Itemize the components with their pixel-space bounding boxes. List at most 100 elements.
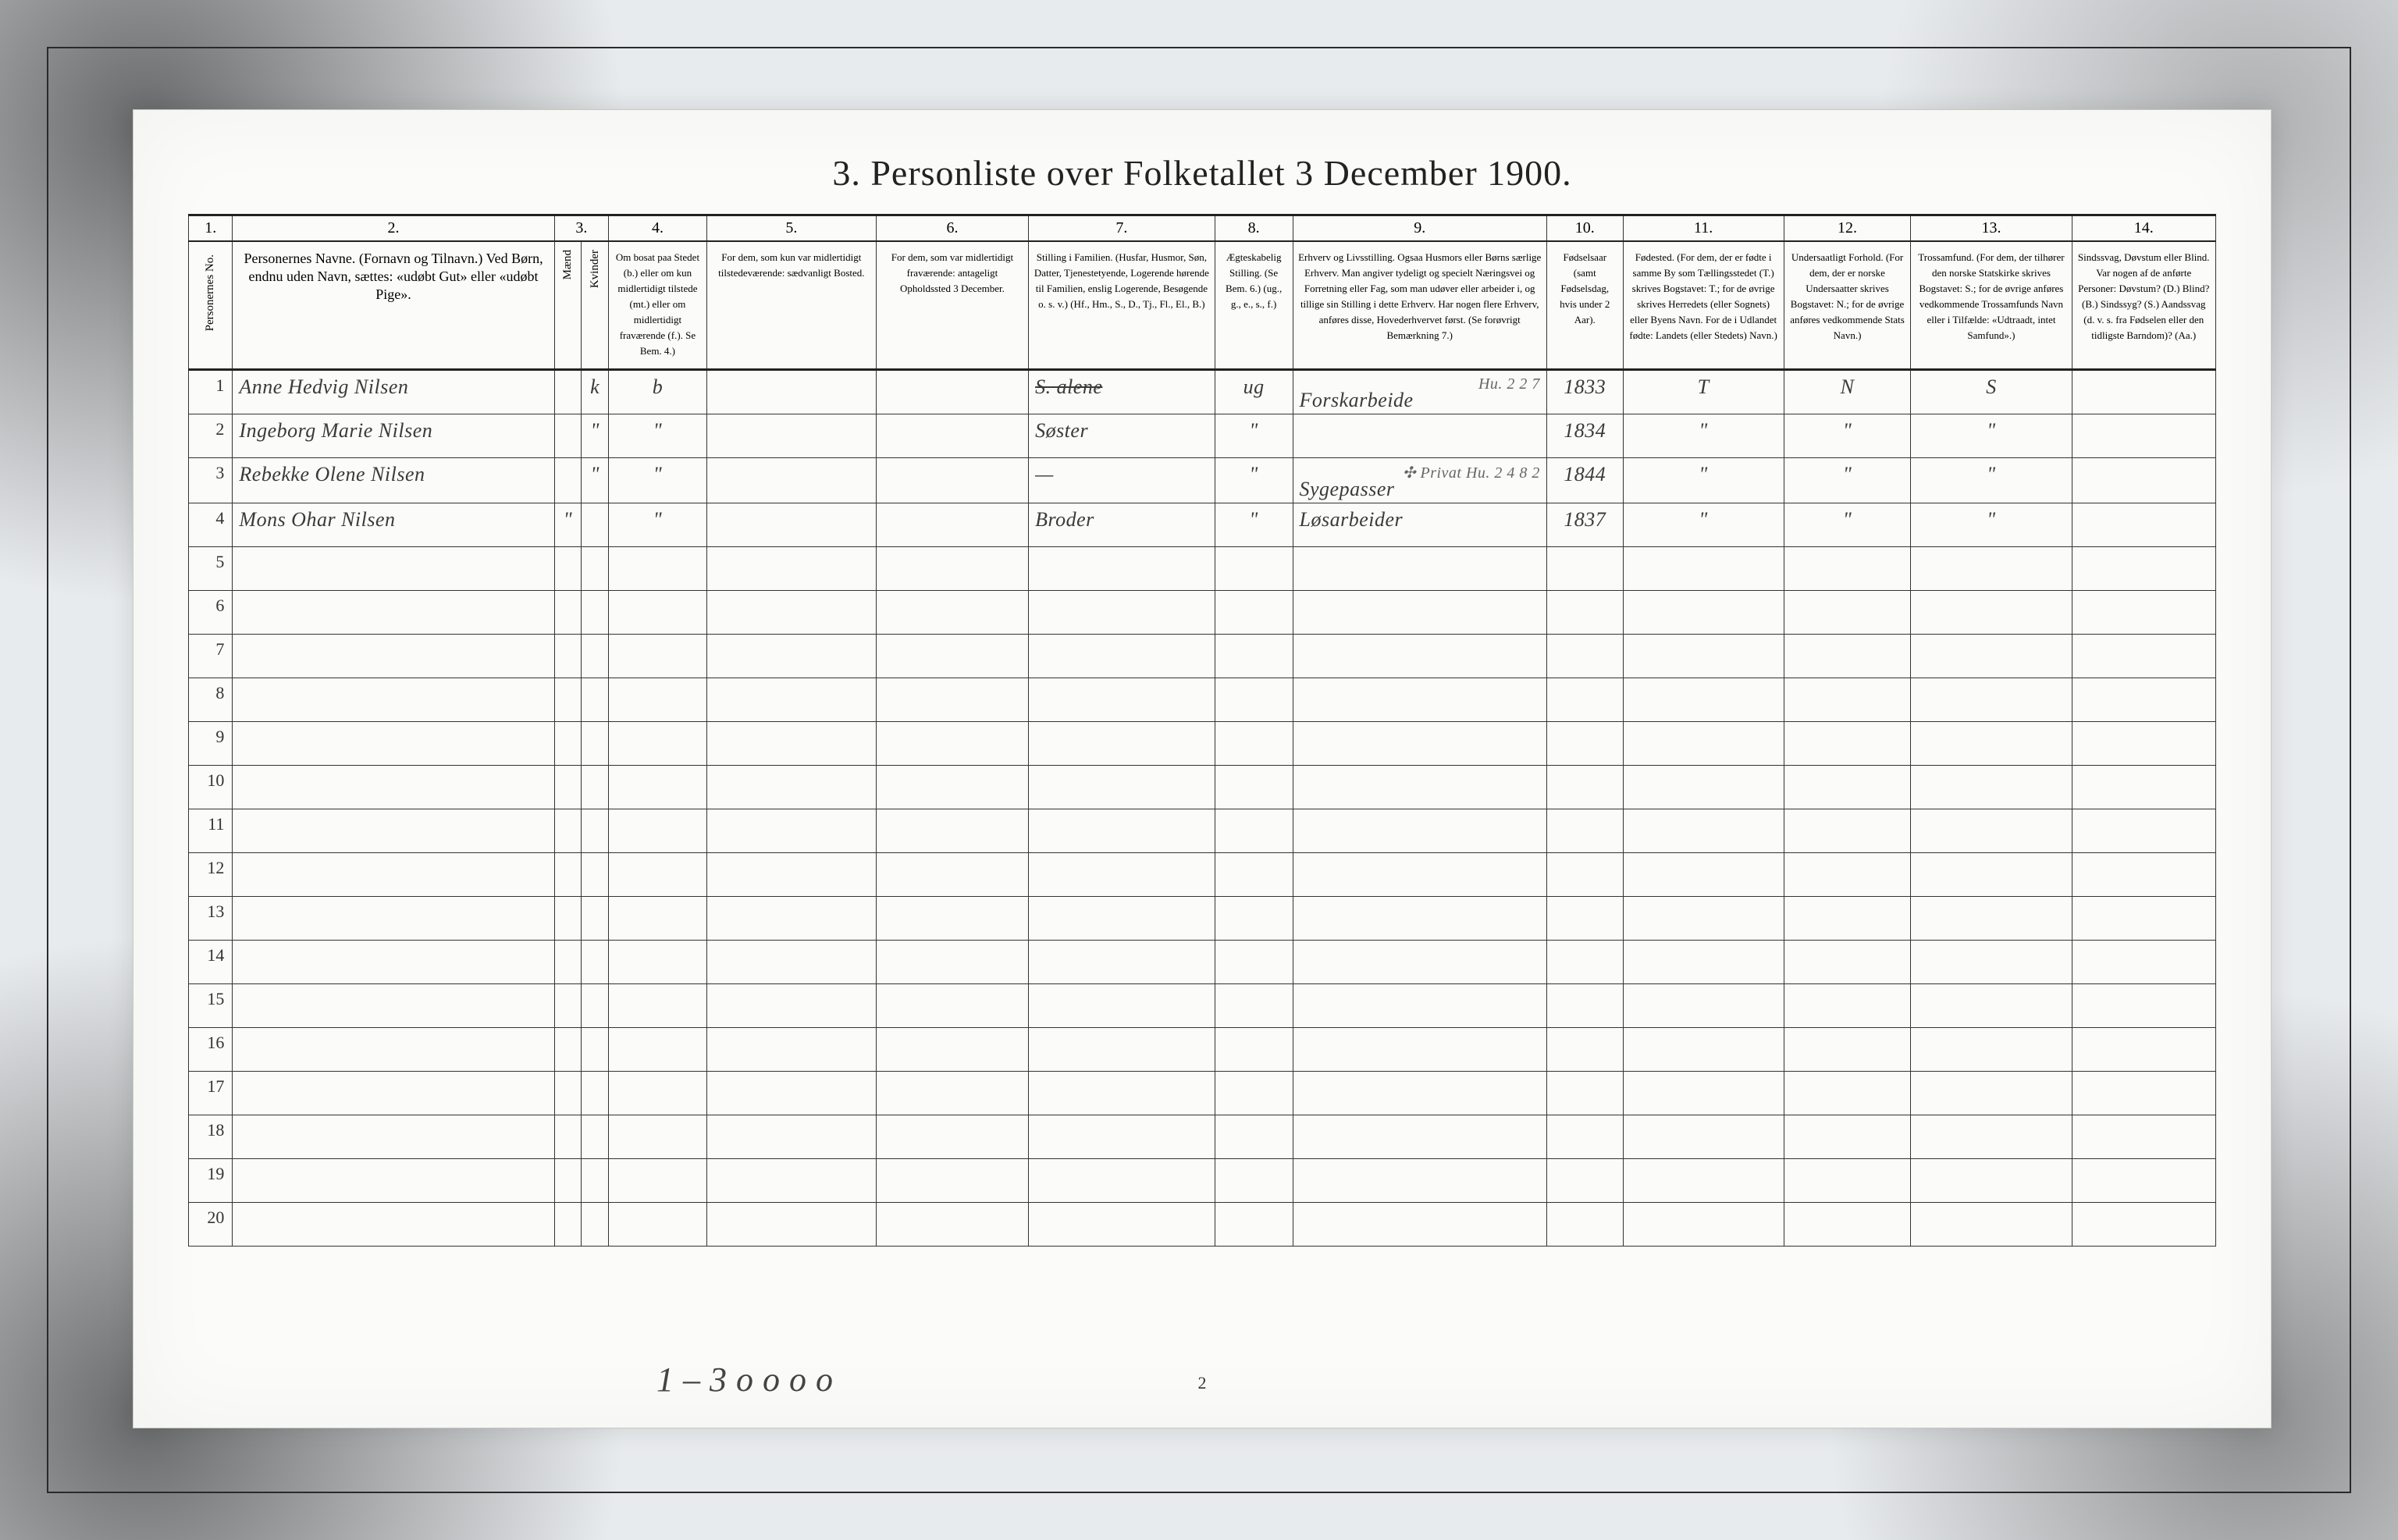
table-row-empty: 20 [189,1203,2216,1247]
cell-empty [706,678,876,722]
cell-sex-m [554,370,582,414]
cell-sex-k: " [582,414,609,458]
cell-empty [1215,1115,1293,1159]
cell-empty [2072,547,2216,591]
cell-no: 15 [189,984,233,1028]
cell-empty [582,547,609,591]
cell-empty [1215,1028,1293,1072]
cell-c6 [876,458,1028,503]
cell-c14 [2072,370,2216,414]
table-row-empty: 19 [189,1159,2216,1203]
cell-empty [609,897,707,941]
cell-birthplace: T [1623,370,1784,414]
cell-empty [876,853,1028,897]
cell-empty [1623,897,1784,941]
table-row-empty: 18 [189,1115,2216,1159]
cell-empty [1784,853,1911,897]
cell-empty [876,547,1028,591]
cell-faith: S [1911,370,2072,414]
cell-empty [1215,853,1293,897]
table-row: 1Anne Hedvig NilsenkbS. aleneugHu. 2 2 7… [189,370,2216,414]
cell-empty [1546,897,1623,941]
hdr-c8: Ægteskabelig Stilling. (Se Bem. 6.) (ug.… [1215,241,1293,370]
table-row-empty: 5 [189,547,2216,591]
cell-empty [233,591,554,635]
cell-empty [1546,678,1623,722]
cell-empty [1911,1072,2072,1115]
cell-empty [1784,722,1911,766]
cell-empty [1911,897,2072,941]
cell-empty [1911,1203,2072,1247]
cell-empty [706,766,876,809]
cell-empty [554,897,582,941]
colno-2: 2. [233,215,554,242]
cell-family: Søster [1029,414,1215,458]
cell-faith: " [1911,458,2072,503]
hdr-c12: Undersaatligt Forhold. (For dem, der er … [1784,241,1911,370]
cell-c5 [706,370,876,414]
cell-empty [1029,591,1215,635]
hdr-c13: Trossamfund. (For dem, der tilhører den … [1911,241,2072,370]
cell-empty [1029,984,1215,1028]
column-number-row: 1. 2. 3. 4. 5. 6. 7. 8. 9. 10. 11. 12. 1… [189,215,2216,242]
cell-empty [609,941,707,984]
cell-empty [876,635,1028,678]
cell-empty [1623,941,1784,984]
cell-empty [582,1028,609,1072]
cell-occupation: Løsarbeider [1293,503,1546,547]
table-row-empty: 15 [189,984,2216,1028]
colno-4: 4. [609,215,707,242]
cell-no: 20 [189,1203,233,1247]
cell-empty [1029,1028,1215,1072]
cell-empty [1623,766,1784,809]
cell-empty [582,1115,609,1159]
cell-residence: " [609,503,707,547]
cell-c5 [706,458,876,503]
cell-empty [1623,722,1784,766]
cell-empty [554,1072,582,1115]
cell-empty [1029,853,1215,897]
cell-no: 18 [189,1115,233,1159]
cell-empty [1293,941,1546,984]
cell-empty [1623,1028,1784,1072]
cell-empty [2072,1159,2216,1203]
cell-empty [1623,591,1784,635]
table-row-empty: 14 [189,941,2216,984]
cell-empty [582,1072,609,1115]
cell-empty [1911,591,2072,635]
cell-empty [2072,984,2216,1028]
cell-sex-k: " [582,458,609,503]
cell-empty [2072,766,2216,809]
cell-subject: " [1784,414,1911,458]
cell-empty [554,591,582,635]
cell-empty [1293,766,1546,809]
document-page: 3. Personliste over Folketallet 3 Decemb… [133,109,2272,1428]
cell-empty [1215,766,1293,809]
cell-empty [1784,766,1911,809]
cell-empty [1911,809,2072,853]
cell-marital: " [1215,458,1293,503]
cell-empty [1911,853,2072,897]
cell-no: 5 [189,547,233,591]
cell-empty [233,766,554,809]
cell-empty [1029,941,1215,984]
cell-empty [233,635,554,678]
cell-empty [582,853,609,897]
page-title: 3. Personliste over Folketallet 3 Decemb… [133,152,2271,194]
cell-birthplace: " [1623,458,1784,503]
cell-empty [1293,678,1546,722]
cell-no: 1 [189,370,233,414]
cell-no: 9 [189,722,233,766]
cell-birth: 1834 [1546,414,1623,458]
hdr-c11: Fødested. (For dem, der er fødte i samme… [1623,241,1784,370]
cell-birthplace: " [1623,414,1784,458]
cell-empty [876,722,1028,766]
cell-empty [233,809,554,853]
cell-empty [554,766,582,809]
cell-empty [1784,984,1911,1028]
cell-empty [609,766,707,809]
cell-empty [1546,941,1623,984]
cell-residence: " [609,414,707,458]
cell-empty [609,591,707,635]
cell-empty [554,722,582,766]
